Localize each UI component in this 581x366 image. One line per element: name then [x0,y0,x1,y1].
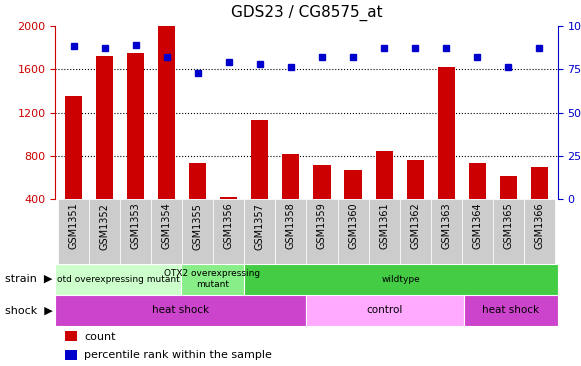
Text: GSM1363: GSM1363 [441,203,451,249]
Bar [65,350,77,360]
Bar [58,199,89,264]
Bar [400,199,431,264]
Bar [65,96,83,243]
Bar [464,295,558,326]
Text: GSM1365: GSM1365 [503,203,513,249]
Text: otd overexpressing mutant: otd overexpressing mutant [56,274,180,284]
Bar [437,67,454,243]
Text: strain  ▶: strain ▶ [5,274,52,284]
Bar [375,150,393,243]
Text: heat shock: heat shock [482,305,539,315]
Text: wildtype: wildtype [381,274,420,284]
Text: control: control [367,305,403,315]
Bar [461,199,493,264]
Bar [127,53,145,243]
Bar [96,56,113,243]
Text: GSM1360: GSM1360 [348,203,358,249]
Bar [307,295,464,326]
Text: OTX2 overexpressing
mutant: OTX2 overexpressing mutant [164,269,260,289]
Text: GSM1356: GSM1356 [224,203,234,249]
Bar [152,199,182,264]
Bar [120,199,152,264]
Bar [245,199,275,264]
Text: GSM1358: GSM1358 [286,203,296,249]
Bar [55,264,181,295]
Bar [182,199,213,264]
Text: GSM1366: GSM1366 [534,203,544,249]
Text: count: count [84,332,116,341]
Text: GSM1353: GSM1353 [131,203,141,249]
Bar [368,199,400,264]
Bar [213,199,245,264]
Bar [220,197,238,243]
Bar [189,163,206,243]
Bar [65,331,77,341]
Text: percentile rank within the sample: percentile rank within the sample [84,350,272,360]
Bar [468,163,486,243]
Bar [314,165,331,243]
Bar [307,199,338,264]
Text: GSM1355: GSM1355 [193,203,203,250]
Bar [282,154,299,243]
Bar [431,199,461,264]
Bar [345,170,361,243]
Bar [89,199,120,264]
Text: GSM1361: GSM1361 [379,203,389,249]
Bar [275,199,307,264]
Text: GSM1357: GSM1357 [255,203,265,250]
Bar [407,160,424,243]
Text: GSM1364: GSM1364 [472,203,482,249]
Bar [159,26,175,243]
Text: GSM1351: GSM1351 [69,203,79,249]
Text: GSM1362: GSM1362 [410,203,420,249]
Title: GDS23 / CG8575_at: GDS23 / CG8575_at [231,5,382,22]
Bar [243,264,558,295]
Bar [338,199,368,264]
Bar [181,264,243,295]
Text: GSM1352: GSM1352 [100,203,110,250]
Bar [55,295,307,326]
Bar [523,199,555,264]
Bar [500,176,517,243]
Text: GSM1354: GSM1354 [162,203,172,249]
Bar [493,199,523,264]
Text: shock  ▶: shock ▶ [5,305,52,315]
Bar [530,167,548,243]
Bar [252,120,268,243]
Text: GSM1359: GSM1359 [317,203,327,249]
Text: heat shock: heat shock [152,305,209,315]
